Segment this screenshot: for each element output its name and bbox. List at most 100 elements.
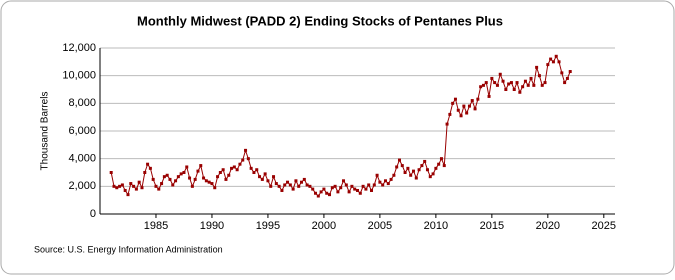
point <box>507 82 511 86</box>
point <box>383 179 387 183</box>
point <box>372 183 376 187</box>
point <box>266 179 270 183</box>
point <box>437 162 441 166</box>
point <box>218 171 222 174</box>
y-tick-label: 12,000 <box>62 42 96 54</box>
point <box>185 165 189 169</box>
point <box>554 54 558 58</box>
point <box>176 175 180 179</box>
x-tick-label: 2010 <box>424 220 448 232</box>
point <box>367 183 371 187</box>
point <box>286 180 290 184</box>
point <box>294 179 298 183</box>
point <box>129 182 133 186</box>
point <box>462 104 466 108</box>
point <box>529 76 533 80</box>
point <box>213 186 217 190</box>
point <box>479 85 483 89</box>
point <box>291 187 295 191</box>
point <box>342 179 346 183</box>
point <box>137 180 141 184</box>
point <box>392 173 396 177</box>
x-tick-label: 2000 <box>312 220 336 232</box>
point <box>568 70 572 74</box>
point <box>333 184 337 188</box>
point <box>551 60 555 64</box>
y-tick-label: 8,000 <box>68 97 96 109</box>
point <box>297 184 301 188</box>
point <box>322 187 326 191</box>
point <box>417 168 421 172</box>
point <box>227 173 231 177</box>
point <box>543 81 547 85</box>
point <box>358 191 362 195</box>
point <box>420 164 424 168</box>
point <box>123 188 127 192</box>
point <box>112 184 116 188</box>
x-tick-label: 1990 <box>200 220 224 232</box>
chart-title: Monthly Midwest (PADD 2) Ending Stocks o… <box>137 13 503 28</box>
point <box>204 179 208 183</box>
point <box>302 177 306 181</box>
point <box>109 171 113 174</box>
point <box>400 164 404 168</box>
point <box>216 175 220 179</box>
point <box>476 97 480 101</box>
point <box>288 183 292 187</box>
point <box>140 186 144 190</box>
point <box>490 76 494 80</box>
point <box>146 162 150 166</box>
x-tick-label: 1985 <box>144 220 168 232</box>
point <box>389 177 393 181</box>
point <box>557 60 561 64</box>
point <box>560 71 564 75</box>
point <box>495 83 499 87</box>
point <box>199 164 203 168</box>
point <box>252 171 256 174</box>
point <box>126 193 130 197</box>
point <box>330 186 334 190</box>
point <box>487 94 491 98</box>
point <box>532 83 536 87</box>
point <box>411 169 415 173</box>
point <box>347 190 351 194</box>
point <box>361 184 365 188</box>
point <box>395 165 399 169</box>
point <box>369 188 373 192</box>
point <box>434 166 438 170</box>
point <box>470 99 474 103</box>
point <box>423 159 427 163</box>
point <box>154 184 158 188</box>
point <box>314 191 318 195</box>
point <box>439 157 443 161</box>
point <box>230 166 234 170</box>
point <box>246 157 250 161</box>
point <box>325 191 329 195</box>
point <box>308 184 312 188</box>
point <box>535 65 539 69</box>
point <box>160 182 164 186</box>
point <box>428 175 432 179</box>
point <box>353 187 357 191</box>
point <box>235 168 239 172</box>
point <box>277 184 281 188</box>
point <box>280 188 284 192</box>
point <box>456 108 460 112</box>
point <box>193 177 197 181</box>
point <box>157 187 161 191</box>
point <box>210 182 214 186</box>
point <box>481 83 485 87</box>
point <box>442 164 446 168</box>
point <box>350 184 354 188</box>
x-tick-label: 1995 <box>256 220 280 232</box>
point <box>244 148 248 152</box>
point <box>493 81 497 85</box>
x-tick-label: 2015 <box>480 220 504 232</box>
point <box>501 79 505 83</box>
y-tick-label: 0 <box>90 208 96 220</box>
point <box>168 177 172 181</box>
y-tick-label: 2,000 <box>68 180 96 192</box>
point <box>328 193 332 197</box>
point <box>249 166 253 170</box>
